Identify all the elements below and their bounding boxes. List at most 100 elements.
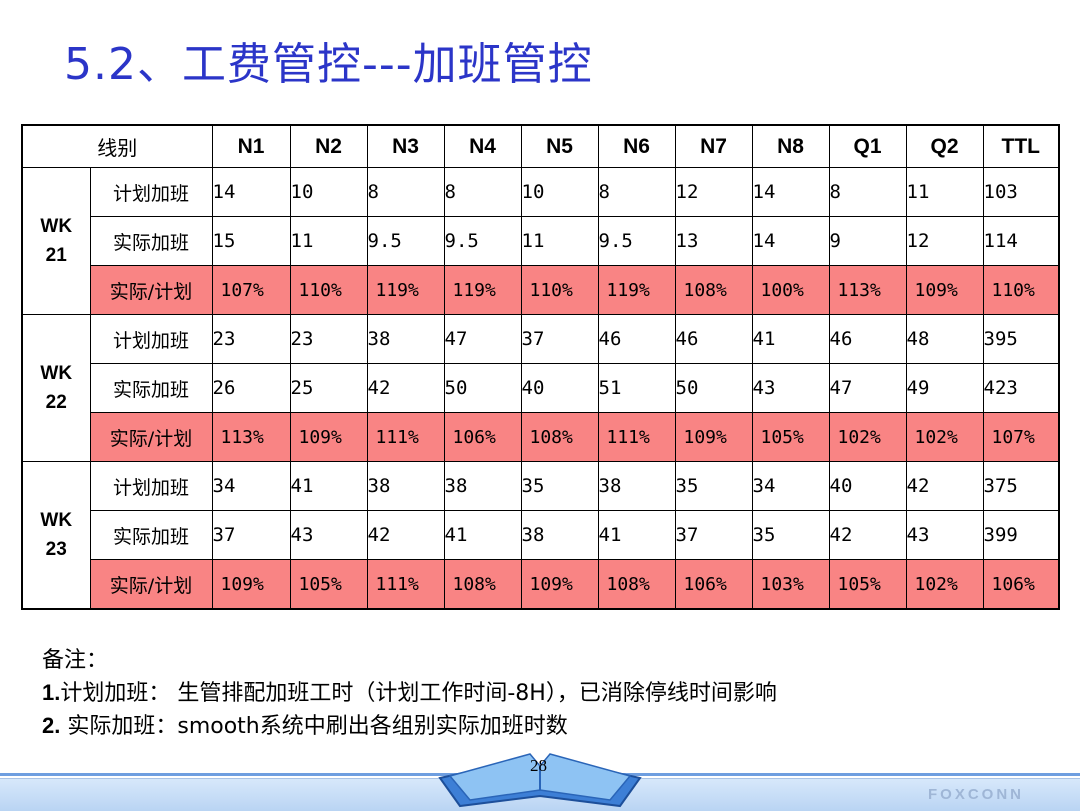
- foxconn-logo: FOXCONN: [928, 786, 1024, 803]
- table-cell: 37: [520, 314, 599, 364]
- table-cell: 105%: [289, 559, 368, 610]
- table-cell: 40: [828, 461, 907, 511]
- table-cell: 38: [366, 461, 445, 511]
- column-header: N8: [751, 124, 830, 168]
- table-cell: 14: [751, 167, 830, 217]
- table-cell: 12: [905, 216, 984, 266]
- table-cell: 9.5: [443, 216, 522, 266]
- row-label: 实际加班: [89, 510, 213, 560]
- column-header: N4: [443, 124, 522, 168]
- table-cell: 105%: [828, 559, 907, 610]
- row-label: 实际/计划: [89, 265, 213, 315]
- table-cell: 8: [597, 167, 676, 217]
- page-number: 28: [530, 756, 547, 775]
- table-cell: 43: [751, 363, 830, 413]
- table-cell: 49: [905, 363, 984, 413]
- table-cell: 8: [828, 167, 907, 217]
- table-cell: 48: [905, 314, 984, 364]
- row-label: 计划加班: [89, 167, 213, 217]
- note-number: 1.: [42, 680, 61, 705]
- table-cell: 113%: [211, 412, 291, 462]
- table-cell: 46: [597, 314, 676, 364]
- table-cell: 13: [674, 216, 753, 266]
- overtime-table: 线别 N1 N2 N3 N4 N5 N6 N7 N8 Q1 Q2 TTL WK …: [21, 124, 1060, 610]
- table-cell: 102%: [905, 559, 984, 610]
- table-cell: 119%: [443, 265, 522, 315]
- table-cell: 37: [211, 510, 291, 560]
- table-cell: 108%: [674, 265, 753, 315]
- table-cell: 111%: [366, 412, 445, 462]
- header-row: 线别 N1 N2 N3 N4 N5 N6 N7 N8 Q1 Q2 TTL: [21, 124, 1060, 168]
- table-row: 实际/计划 109% 105% 111% 108% 109% 108% 106% 103% 105…: [22, 559, 1060, 610]
- column-header: N7: [674, 124, 753, 168]
- week-label: WK 21: [21, 167, 91, 315]
- table-cell: 42: [366, 363, 445, 413]
- table-cell: 102%: [828, 412, 907, 462]
- table-cell: 43: [905, 510, 984, 560]
- table-cell: 47: [828, 363, 907, 413]
- column-header: TTL: [982, 124, 1060, 168]
- table-cell: 9.5: [366, 216, 445, 266]
- table-cell: 110%: [289, 265, 368, 315]
- table-cell: 35: [751, 510, 830, 560]
- table-cell: 12: [674, 167, 753, 217]
- table-cell: 23: [211, 314, 291, 364]
- table-cell: 10: [289, 167, 368, 217]
- table-cell: 109%: [905, 265, 984, 315]
- row-label: 计划加班: [89, 461, 213, 511]
- table-cell: 109%: [674, 412, 753, 462]
- table-cell: 110%: [982, 265, 1060, 315]
- table-cell: 46: [674, 314, 753, 364]
- table-cell: 34: [751, 461, 830, 511]
- table-row: 实际加班 26 25 42 50 40 51 50 43 47 49 423: [22, 363, 1060, 413]
- table-cell: 41: [289, 461, 368, 511]
- table-cell: 50: [674, 363, 753, 413]
- table-row: WK 21 计划加班 14 10 8 8 10 8 12 14 8 11 103: [21, 167, 1060, 315]
- table-cell: 14: [211, 167, 291, 217]
- column-header: N2: [289, 124, 368, 168]
- table-cell: 42: [828, 510, 907, 560]
- table-cell: 15: [211, 216, 291, 266]
- table-cell: 8: [366, 167, 445, 217]
- table-cell: 37: [674, 510, 753, 560]
- table-cell: 25: [289, 363, 368, 413]
- row-label: 计划加班: [89, 314, 213, 364]
- table-cell: 375: [982, 461, 1060, 511]
- table-cell: 38: [597, 461, 676, 511]
- table-cell: 108%: [520, 412, 599, 462]
- table-cell: 111%: [366, 559, 445, 610]
- week-label: WK 22: [21, 314, 91, 462]
- table-body: WK 21 计划加班 14 10 8 8 10 8 12 14 8 11 103 实际加班 15 11 9.5 9…: [21, 167, 1060, 610]
- table-cell: 51: [597, 363, 676, 413]
- notes-heading: 备注：: [42, 648, 109, 673]
- table-row: WK 22 计划加班 23 23 38 47 37 46 46 41 46 48 395: [21, 314, 1060, 462]
- column-header: Q2: [905, 124, 984, 168]
- table-cell: 14: [751, 216, 830, 266]
- line-header: 线别: [21, 124, 213, 168]
- table-cell: 8: [443, 167, 522, 217]
- table-cell: 108%: [597, 559, 676, 610]
- table-cell: 40: [520, 363, 599, 413]
- table-cell: 42: [905, 461, 984, 511]
- table-cell: 50: [443, 363, 522, 413]
- note-item: 2. 实际加班：smooth系统中刷出各组别实际加班时数: [42, 710, 777, 743]
- table-cell: 105%: [751, 412, 830, 462]
- slide-title: 5.2、工费管控---加班管控: [64, 39, 593, 90]
- table-cell: 110%: [520, 265, 599, 315]
- table-cell: 114: [982, 216, 1060, 266]
- table-cell: 10: [520, 167, 599, 217]
- notes: 备注： 1.计划加班： 生管排配加班工时（计划工作时间-8H），已消除停线时间影…: [42, 645, 777, 743]
- table-cell: 107%: [982, 412, 1060, 462]
- table-cell: 41: [597, 510, 676, 560]
- row-label: 实际/计划: [89, 412, 213, 462]
- table-cell: 107%: [211, 265, 291, 315]
- table-cell: 109%: [289, 412, 368, 462]
- table-cell: 34: [211, 461, 291, 511]
- table-cell: 100%: [751, 265, 830, 315]
- table-cell: 47: [443, 314, 522, 364]
- table-row: WK 23 计划加班 34 41 38 38 35 38 35 34 40 42 375: [21, 461, 1060, 610]
- table-cell: 38: [443, 461, 522, 511]
- table-cell: 35: [674, 461, 753, 511]
- table-cell: 35: [520, 461, 599, 511]
- table-cell: 106%: [982, 559, 1060, 610]
